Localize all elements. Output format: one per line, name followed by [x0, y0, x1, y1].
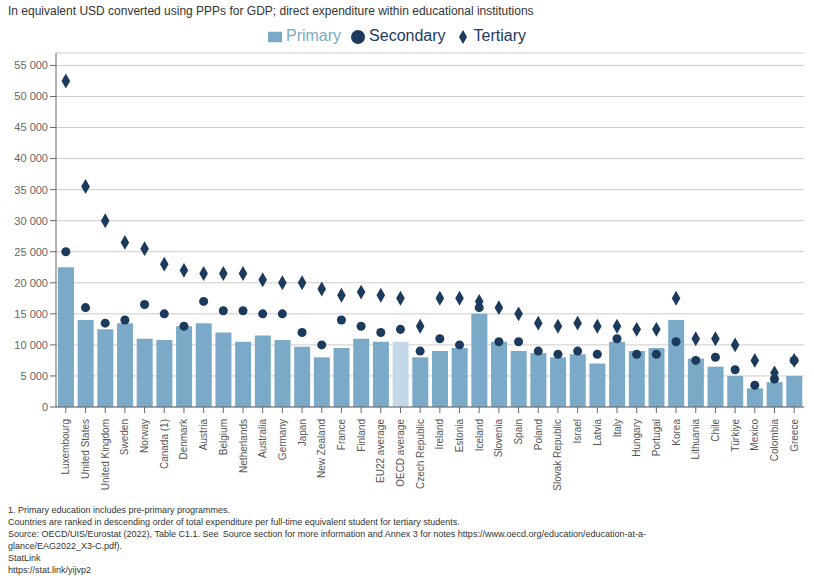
svg-text:Iceland: Iceland: [474, 419, 485, 451]
svg-text:Czech Republic: Czech Republic: [415, 419, 426, 489]
svg-text:Denmark: Denmark: [178, 418, 189, 460]
svg-text:Ireland: Ireland: [434, 419, 445, 450]
svg-text:55 000: 55 000: [14, 59, 48, 71]
svg-text:OECD average: OECD average: [395, 419, 406, 487]
svg-text:Portugal: Portugal: [651, 419, 662, 456]
svg-text:France: France: [336, 419, 347, 451]
svg-text:Japan: Japan: [297, 419, 308, 446]
svg-text:EU22 average: EU22 average: [375, 419, 386, 483]
svg-text:15 000: 15 000: [14, 308, 48, 320]
svg-text:Slovak Republic: Slovak Republic: [552, 419, 563, 491]
svg-text:Mexico: Mexico: [749, 419, 760, 451]
html-text:https://stat.link/yijvp2: https://stat.link/yijvp2: [8, 565, 91, 575]
svg-text:Sweden: Sweden: [119, 419, 130, 455]
svg-text:Luxembourg: Luxembourg: [60, 419, 71, 475]
svg-text:Korea: Korea: [671, 419, 682, 446]
svg-text:40 000: 40 000: [14, 152, 48, 164]
svg-text:Hungary: Hungary: [631, 419, 642, 457]
svg-text:Poland: Poland: [533, 419, 544, 450]
svg-text:United Kingdom: United Kingdom: [100, 419, 111, 490]
html-text:glance/EAG2022_X3-C.pdf).: glance/EAG2022_X3-C.pdf).: [8, 541, 123, 551]
svg-text:10 000: 10 000: [14, 339, 48, 351]
svg-text:5 000: 5 000: [20, 370, 48, 382]
svg-text:Latvia: Latvia: [592, 419, 603, 446]
svg-text:Estonia: Estonia: [454, 419, 465, 453]
svg-text:Greece: Greece: [789, 419, 800, 452]
html-text:In equivalent USD converted us: In equivalent USD converted using PPPs f…: [8, 4, 534, 18]
svg-text:New Zealand: New Zealand: [316, 419, 327, 478]
svg-text:45 000: 45 000: [14, 121, 48, 133]
svg-text:United States: United States: [80, 419, 91, 479]
svg-text:Italy: Italy: [612, 419, 623, 437]
svg-text:Chile: Chile: [710, 419, 721, 442]
svg-text:Austria: Austria: [198, 419, 209, 451]
svg-text:35 000: 35 000: [14, 184, 48, 196]
svg-text:30 000: 30 000: [14, 215, 48, 227]
html-text:Source: OECD/UIS/Eurostat (202: Source: OECD/UIS/Eurostat (2022), Table …: [8, 529, 646, 539]
svg-text:50 000: 50 000: [14, 90, 48, 102]
svg-text:Norway: Norway: [139, 419, 150, 453]
html-text:Countries are ranked in descen: Countries are ranked in descending order…: [8, 517, 460, 527]
svg-text:Israel: Israel: [572, 419, 583, 443]
svg-text:Canada (1): Canada (1): [159, 419, 170, 469]
svg-text:0: 0: [42, 401, 48, 413]
svg-text:Australia: Australia: [257, 419, 268, 458]
html-text:StatLink: StatLink: [8, 553, 41, 563]
svg-text:25 000: 25 000: [14, 246, 48, 258]
html-text:1. Primary education includes: 1. Primary education includes pre-primar…: [8, 505, 231, 515]
svg-text:Türkiye: Türkiye: [730, 419, 741, 452]
svg-text:Finland: Finland: [356, 419, 367, 452]
html-text:Primary: Primary: [286, 27, 342, 44]
html-text:Secondary: Secondary: [369, 27, 446, 44]
svg-text:20 000: 20 000: [14, 277, 48, 289]
svg-text:Netherlands: Netherlands: [238, 419, 249, 473]
svg-text:Colombia: Colombia: [769, 419, 780, 462]
svg-text:Slovenia: Slovenia: [493, 419, 504, 458]
svg-text:Lithuania: Lithuania: [690, 419, 701, 460]
svg-text:Belgium: Belgium: [218, 419, 229, 455]
html-text:Tertiary: Tertiary: [473, 27, 526, 44]
svg-text:Germany: Germany: [277, 419, 288, 460]
svg-text:Spain: Spain: [513, 419, 524, 445]
